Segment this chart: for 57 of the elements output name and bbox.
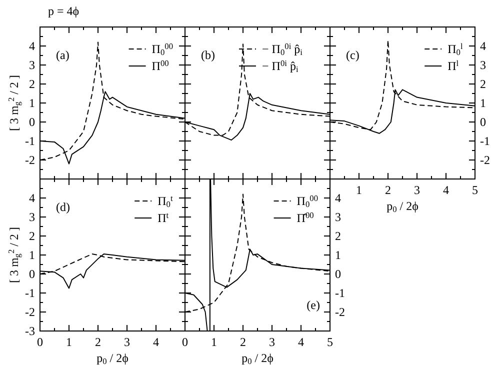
x-tick-label: 4 <box>298 335 304 349</box>
x-tick-label: 1 <box>66 335 72 349</box>
y-tick-label: 3 <box>29 210 35 224</box>
annotation: (c) <box>346 48 360 62</box>
x-axis-title: p$_{0}$ / 2ϕ <box>242 351 274 365</box>
y2-tick-label: -1 <box>335 286 345 300</box>
legend-label: − Π$^{0i}$ p̂$_{i}$ <box>262 59 299 74</box>
x-tick-label: 0 <box>182 335 188 349</box>
y2-tick-label: -2 <box>335 305 345 319</box>
x-tick-label: 4 <box>153 335 159 349</box>
legend-label: Π$^{00}$ <box>152 59 169 73</box>
y2-tick-label: 4 <box>480 39 486 53</box>
legend-label: Π̂$^{00}$ <box>296 211 314 225</box>
legend-label: − Π$_{0}$$^{0i}$ p̂$_{i}$ <box>262 42 304 58</box>
y2-tick-label: 0 <box>335 267 341 281</box>
y-tick-label: -1 <box>25 286 35 300</box>
y2-tick-label: 3 <box>480 58 486 72</box>
y-tick-label: -2 <box>25 305 35 319</box>
y-tick-label: -1 <box>25 134 35 148</box>
annotation: (e) <box>306 298 320 312</box>
y-tick-label: 3 <box>29 58 35 72</box>
x-tick-label: 3 <box>269 335 275 349</box>
y2-tick-label: -1 <box>480 134 490 148</box>
x-tick-label: 2 <box>95 335 101 349</box>
x-tick-label: 1 <box>211 335 217 349</box>
y-tick-label: -3 <box>25 324 35 338</box>
y-tick-label: 1 <box>29 96 35 110</box>
y2-tick-label: 2 <box>335 229 341 243</box>
x-tick-label: 4 <box>443 183 449 197</box>
x-tick-label: 2 <box>385 183 391 197</box>
y-tick-label: -2 <box>25 153 35 167</box>
y2-tick-label: 0 <box>480 115 486 129</box>
y2-tick-label: 1 <box>480 96 486 110</box>
y-tick-label: 0 <box>29 115 35 129</box>
y-tick-label: 4 <box>29 39 35 53</box>
x-axis-title: p$_{0}$ / 2ϕ <box>96 351 128 365</box>
y2-tick-label: -2 <box>480 153 490 167</box>
annotation: (a) <box>56 48 70 62</box>
annotation: (b) <box>201 48 215 62</box>
annotation: (d) <box>56 200 70 214</box>
chart-title: p = 4ϕ <box>48 4 80 18</box>
x-tick-label: 5 <box>472 183 478 197</box>
y-tick-label: 1 <box>29 248 35 262</box>
x-tick-label: 1 <box>356 183 362 197</box>
x-tick-label: 3 <box>124 335 130 349</box>
x-tick-label: 2 <box>240 335 246 349</box>
y-tick-label: 2 <box>29 77 35 91</box>
y-tick-label: 2 <box>29 229 35 243</box>
legend-label: Π$^{l}$ <box>448 59 460 73</box>
y2-tick-label: 2 <box>480 77 486 91</box>
x-tick-label: 3 <box>414 183 420 197</box>
legend-label: Π$^{t}$ <box>158 211 170 225</box>
y-tick-label: 0 <box>29 267 35 281</box>
y2-tick-label: 1 <box>335 248 341 262</box>
y2-tick-label: 3 <box>335 210 341 224</box>
x-tick-label: 5 <box>327 335 333 349</box>
x-axis-title: p$_{0}$ / 2ϕ <box>386 199 418 214</box>
